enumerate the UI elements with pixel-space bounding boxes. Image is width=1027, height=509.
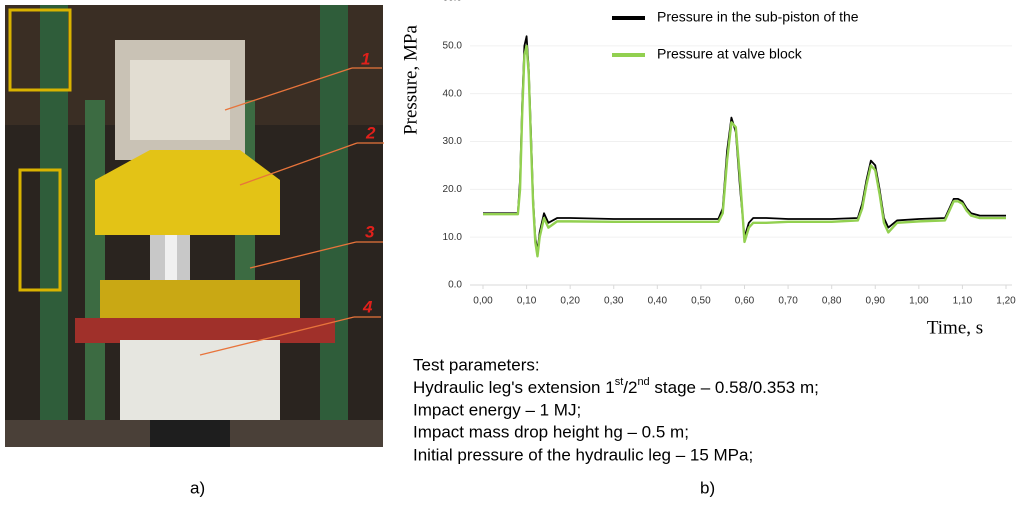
superscript: nd [637, 376, 649, 388]
series-line [483, 44, 1006, 258]
test-parameters-heading: Test parameters: [413, 355, 540, 374]
test-parameter: Impact energy – 1 MJ; [413, 400, 581, 419]
text: stage – 0.58/0.353 m; [650, 378, 819, 397]
x-tick-label: 0,40 [648, 296, 668, 307]
callout: 4 [362, 297, 373, 316]
test-parameter: Impact mass drop height hg – 0.5 m; [413, 422, 689, 441]
x-tick-label: 0,10 [517, 296, 537, 307]
x-tick-label: 0,50 [691, 296, 711, 307]
y-tick-label: 40.0 [443, 88, 463, 99]
text: Hydraulic leg's extension 1 [413, 378, 615, 397]
y-tick-label: 30.0 [443, 136, 463, 147]
y-tick-label: 20.0 [443, 184, 463, 195]
panel-label: a) [190, 478, 205, 497]
legend-label: Pressure in the sub-piston of the [657, 9, 859, 25]
callout: 3 [365, 222, 375, 241]
callout: 2 [365, 123, 376, 142]
x-tick-label: 0,60 [735, 296, 755, 307]
series-line [483, 35, 1006, 253]
photo [5, 5, 383, 447]
x-tick-label: 0,90 [866, 296, 886, 307]
x-tick-label: 0,00 [473, 296, 493, 307]
y-axis-label: Pressure, MPa [400, 25, 421, 135]
legend-label: Pressure at valve block [657, 46, 803, 62]
superscript: st [615, 376, 624, 388]
x-tick-label: 0,80 [822, 296, 842, 307]
panel-label: b) [700, 478, 715, 497]
test-parameter: Hydraulic leg's extension 1st/2nd stage … [413, 376, 819, 398]
x-tick-label: 1,10 [953, 296, 973, 307]
x-tick-label: 1,20 [996, 296, 1016, 307]
x-axis-label: Time, s [927, 317, 983, 338]
x-tick-label: 1,00 [909, 296, 929, 307]
text: /2 [623, 378, 637, 397]
test-parameter: Initial pressure of the hydraulic leg – … [413, 445, 753, 464]
x-tick-label: 0,70 [778, 296, 798, 307]
y-tick-label: 50.0 [443, 40, 463, 51]
x-tick-label: 0,20 [560, 296, 580, 307]
callout-lines [199, 67, 384, 356]
x-tick-label: 0,30 [604, 296, 624, 307]
y-tick-label: 0.0 [448, 280, 462, 291]
callout: 1 [361, 49, 370, 68]
y-tick-label: 10.0 [443, 232, 463, 243]
y-tick-label: 60.0 [443, 0, 463, 4]
